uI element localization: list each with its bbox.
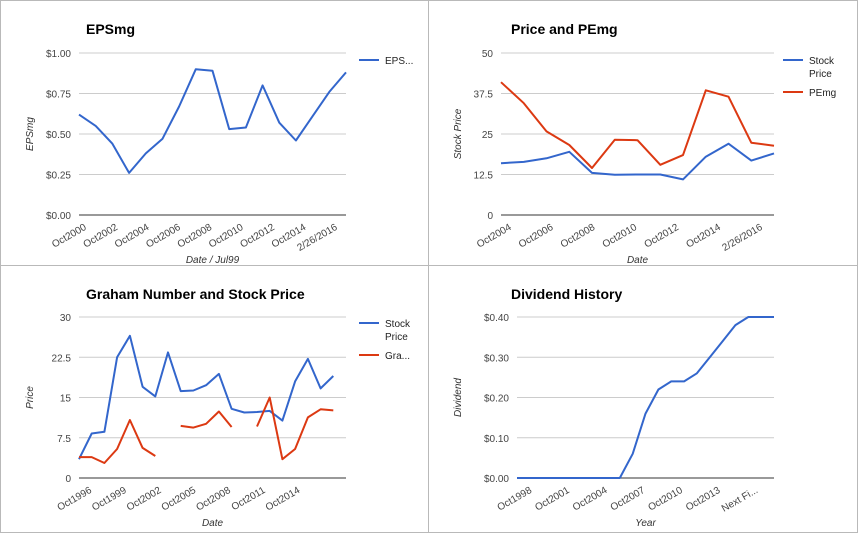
x-axis-label: Date (202, 518, 224, 529)
x-tick-label: 2/26/2016 (721, 222, 765, 254)
series-line-0 (78, 334, 334, 460)
x-tick-label: Oct1998 (496, 485, 535, 514)
x-tick-label: Oct2011 (230, 485, 268, 513)
legend-label: PEmg (809, 88, 836, 99)
y-tick-label: 7.5 (57, 434, 71, 445)
y-axis-label: Stock Price (453, 108, 464, 159)
x-tick-label: Oct2006 (517, 222, 556, 251)
x-tick-label: Oct1996 (56, 485, 95, 514)
dividend-chart: Dividend History $0.00 $0.10 $0.20 $0.30 $0.4… (453, 286, 774, 529)
y-tick-label: $0.10 (484, 434, 509, 445)
x-tick-label: Oct2008 (194, 485, 233, 514)
y-tick-label: $0.00 (484, 474, 509, 485)
chart-title: Graham Number and Stock Price (86, 286, 305, 302)
x-tick-label: Oct1999 (90, 485, 129, 514)
x-tick-label: Oct2013 (684, 485, 723, 514)
y-tick-label: 25 (482, 130, 494, 141)
y-tick-label: $1.00 (46, 49, 71, 60)
x-axis-label: Date / Jul99 (186, 255, 240, 265)
x-tick-label: Oct2014 (684, 222, 723, 251)
x-tick-label: Oct2002 (82, 222, 121, 251)
legend-label: Stock Price (809, 56, 835, 80)
series-line-0 (500, 142, 775, 181)
x-tick-label: Oct2007 (609, 485, 648, 514)
chart-title: Price and PEmg (511, 21, 618, 37)
legend-label: Gra... (385, 351, 410, 362)
y-tick-label: $0.20 (484, 394, 509, 405)
y-tick-label: $0.25 (46, 171, 71, 182)
y-tick-label: 22.5 (52, 353, 72, 364)
dividend-chart-panel: Dividend History $0.00 $0.10 $0.20 $0.30 $0.4… (428, 265, 858, 533)
chart-title: EPSmg (86, 21, 135, 37)
x-tick-label: Oct2010 (646, 485, 685, 514)
x-tick-label: Oct2008 (176, 222, 215, 251)
y-tick-label: $0.50 (46, 130, 71, 141)
x-tick-label: Oct2010 (601, 222, 640, 251)
y-tick-label: $0.30 (484, 353, 509, 364)
y-tick-label: 15 (60, 394, 72, 405)
graham-chart-panel: Graham Number and Stock Price 0 7.5 15 22.5 3… (0, 265, 429, 533)
y-tick-label: $0.40 (484, 313, 509, 324)
y-axis-label: Dividend (453, 378, 464, 417)
legend-label: EPS... (385, 56, 413, 67)
y-tick-label: 0 (65, 474, 71, 485)
x-tick-label: Oct2012 (238, 222, 277, 251)
x-tick-label: Oct2004 (113, 222, 152, 251)
series-line-1 (79, 396, 334, 464)
x-tick-label: Oct2001 (533, 485, 572, 514)
x-axis-label: Year (635, 518, 656, 529)
y-axis-label: EPSmg (25, 117, 36, 151)
x-tick-label: Next Fi... (720, 485, 760, 515)
x-tick-label: Oct2004 (571, 485, 610, 514)
y-tick-label: 37.5 (474, 90, 494, 101)
x-tick-label: Oct2006 (144, 222, 183, 251)
chart-title: Dividend History (511, 286, 622, 302)
x-tick-label: Oct2002 (125, 485, 164, 514)
x-tick-label: Oct2010 (207, 222, 246, 251)
graham-chart: Graham Number and Stock Price 0 7.5 15 22.5 3… (25, 286, 411, 529)
x-tick-label: Oct2005 (160, 485, 199, 514)
y-tick-label: $0.75 (46, 90, 71, 101)
x-axis-label: Date (627, 255, 649, 265)
eps-chart-panel: EPSmg $0.00 $0.25 $0.50 $0.75 $1.00 Oct2000 Oct… (0, 0, 429, 266)
x-tick-label: Oct2012 (643, 222, 682, 251)
y-tick-label: 30 (60, 313, 72, 324)
y-tick-label: 0 (487, 211, 493, 222)
legend-label: Stock Price (385, 319, 411, 343)
series-line-1 (500, 81, 775, 169)
series-line-0 (517, 316, 774, 479)
y-axis-label: Price (25, 386, 36, 409)
y-tick-label: 50 (482, 49, 494, 60)
series-line-0 (78, 68, 347, 174)
x-tick-label: Oct2008 (559, 222, 598, 251)
x-tick-label: Oct2014 (264, 485, 303, 514)
x-tick-label: Oct2004 (475, 222, 514, 251)
y-tick-label: 12.5 (474, 171, 494, 182)
x-tick-label: Oct2000 (50, 222, 89, 251)
y-tick-label: $0.00 (46, 211, 71, 222)
eps-chart: EPSmg$0.00$0.25$0.50$0.75$1.00Oct2000Oct… (25, 21, 413, 265)
price-pe-chart-panel: Price and PEmg 0 12.5 25 37.5 50 Oct2004 Oct200… (428, 0, 858, 266)
